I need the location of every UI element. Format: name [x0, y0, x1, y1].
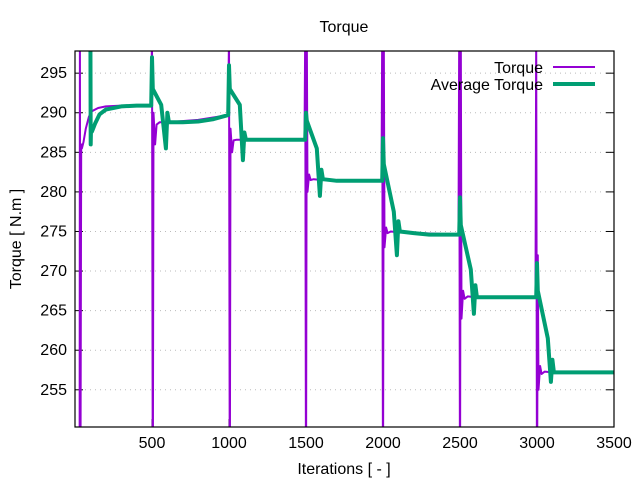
x-tick-label: 3000 — [519, 435, 555, 452]
y-tick-label: 275 — [40, 223, 67, 240]
y-tick-label: 295 — [40, 65, 67, 82]
y-tick-label: 260 — [40, 342, 67, 359]
y-tick-label: 285 — [40, 144, 67, 161]
legend: Torque Average Torque — [431, 60, 595, 94]
x-axis-label: Iterations [ - ] — [297, 461, 390, 478]
y-tick-label: 255 — [40, 382, 67, 399]
x-tick-label: 3500 — [596, 435, 632, 452]
x-tick-label: 2500 — [442, 435, 478, 452]
chart-title: Torque — [320, 19, 369, 36]
series-line-torque — [78, 51, 614, 427]
x-tick-label: 2000 — [365, 435, 401, 452]
plot-frame — [74, 50, 615, 428]
grid-lines — [75, 72, 614, 391]
y-tick-label: 280 — [40, 184, 67, 201]
y-tick-label: 265 — [40, 303, 67, 320]
axis-ticks: 255 260 265 270 275 280 285 290 295 500 1000 1500 20… — [40, 65, 632, 452]
series-line-average-torque — [88, 51, 614, 384]
y-tick-label: 270 — [40, 263, 67, 280]
y-tick-label: 290 — [40, 105, 67, 122]
legend-label-torque: Torque — [494, 60, 543, 77]
legend-label-average-torque: Average Torque — [431, 77, 543, 94]
x-tick-label: 1000 — [211, 435, 247, 452]
plot-series — [78, 51, 614, 427]
x-tick-label: 1500 — [288, 435, 324, 452]
x-tick-label: 500 — [139, 435, 166, 452]
y-axis-label: Torque [ N.m ] — [8, 189, 25, 289]
